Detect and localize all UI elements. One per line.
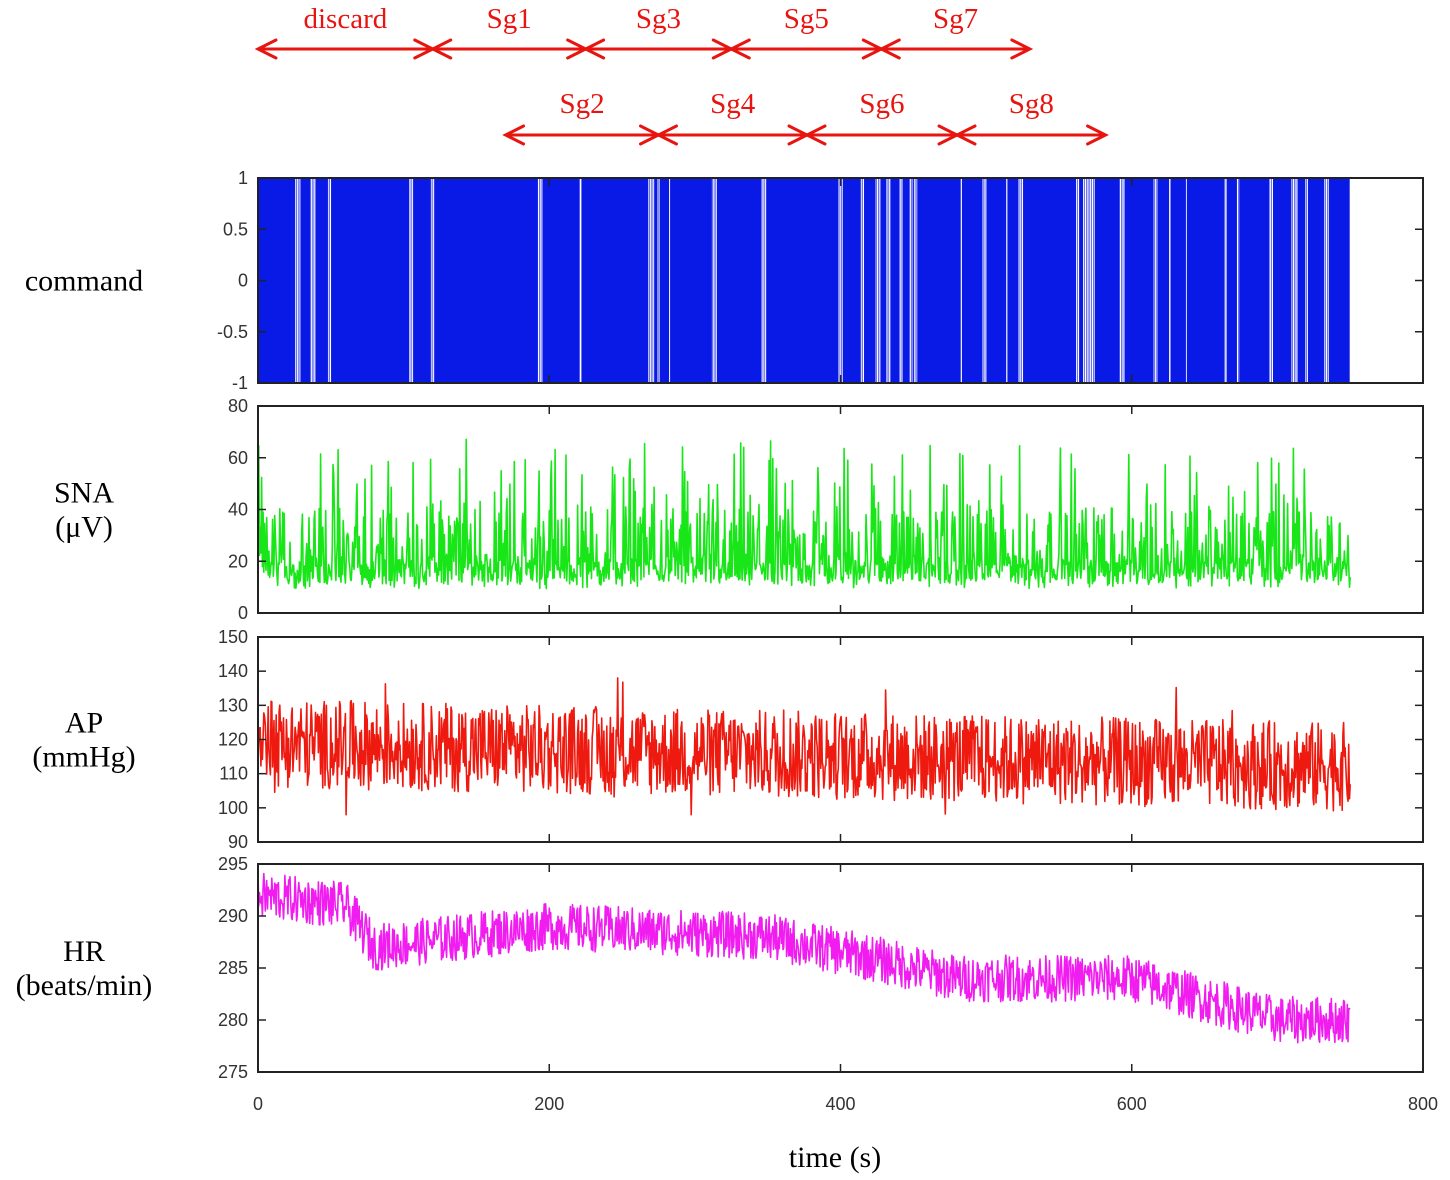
series-SNA xyxy=(257,438,1351,590)
y-tick-label: 275 xyxy=(218,1062,248,1082)
panel-label: (μV) xyxy=(55,511,113,544)
y-tick-label: 280 xyxy=(218,1010,248,1030)
segment-label: Sg1 xyxy=(487,3,532,35)
panels: command 1 0.5 0 -0.5 -1 SNA(μV) 80 60 40 20 0 AP(mmH… xyxy=(16,168,1424,1082)
arrow-head-left xyxy=(582,38,606,60)
segment-Sg4: Sg4 xyxy=(655,88,811,146)
y-tick-label: 110 xyxy=(219,764,248,784)
y-tick-label: 60 xyxy=(228,448,248,468)
y-tick-label: 80 xyxy=(228,396,248,416)
y-tick-label: -1 xyxy=(232,373,248,393)
panel-label: HR xyxy=(63,935,105,968)
arrow-head-left xyxy=(803,124,827,146)
arrow-head-right xyxy=(1010,38,1034,60)
segment-Sg6: Sg6 xyxy=(803,88,961,146)
segment-Sg8: Sg8 xyxy=(953,88,1109,146)
y-tick-label: 0.5 xyxy=(223,219,248,239)
y-tick-label: 100 xyxy=(218,798,248,818)
arrow-head-right xyxy=(1086,124,1109,146)
x-tick-label: 800 xyxy=(1408,1094,1438,1114)
y-tick-label: 0 xyxy=(238,603,248,623)
arrow-head-left xyxy=(655,124,678,146)
segment-Sg7: Sg7 xyxy=(877,3,1034,60)
segment-label: Sg5 xyxy=(784,3,829,35)
y-tick-label: 0 xyxy=(238,271,248,291)
y-tick-label: 120 xyxy=(218,730,248,750)
panel-label: AP xyxy=(65,707,103,740)
y-tick-label: 150 xyxy=(218,627,248,647)
arrow-head-left xyxy=(877,38,901,60)
y-tick-label: 290 xyxy=(218,906,248,926)
x-axis-title: time (s) xyxy=(789,1141,881,1174)
series-AP xyxy=(257,677,1351,816)
y-tick-label: -0.5 xyxy=(217,322,248,342)
panel-frame xyxy=(257,863,1424,1073)
panel-HR: HR(beats/min) 295 290 285 280 275 xyxy=(16,854,1424,1082)
panel-label: SNA xyxy=(54,477,114,510)
segment-arrows: discard Sg1 Sg3 Sg5 Sg7 Sg2 Sg4 Sg6 Sg8 xyxy=(254,3,1109,146)
x-tick-label: 200 xyxy=(534,1094,564,1114)
segment-label: Sg8 xyxy=(1009,88,1054,120)
y-tick-label: 140 xyxy=(218,661,248,681)
segment-Sg3: Sg3 xyxy=(582,3,735,60)
x-tick-label: 600 xyxy=(1117,1094,1147,1114)
x-tick-label: 400 xyxy=(825,1094,855,1114)
y-tick-label: 285 xyxy=(218,958,248,978)
command-signal xyxy=(258,178,1350,383)
series-line-SNA xyxy=(257,438,1351,590)
arrow-head-left xyxy=(727,38,751,60)
series-command xyxy=(257,178,1350,383)
x-tick-label: 0 xyxy=(253,1094,263,1114)
segment-label: Sg6 xyxy=(859,88,904,120)
arrow-head-left xyxy=(429,38,453,60)
panel-label: (mmHg) xyxy=(32,741,135,774)
x-axis: 0 200 400 600 800 xyxy=(253,1094,1438,1114)
segment-Sg1: Sg1 xyxy=(429,3,590,60)
panel-label: (beats/min) xyxy=(16,969,153,1002)
panel-SNA: SNA(μV) 80 60 40 20 0 xyxy=(54,396,1424,623)
series-line-HR xyxy=(257,872,1351,1044)
arrow-head-left xyxy=(953,124,977,146)
series-HR xyxy=(257,872,1351,1044)
segment-label: Sg4 xyxy=(710,88,756,120)
segment-discard: discard xyxy=(254,3,437,60)
y-tick-label: 90 xyxy=(228,832,248,852)
y-tick-label: 20 xyxy=(228,551,248,571)
panel-label: command xyxy=(25,265,143,298)
y-tick-label: 295 xyxy=(218,854,248,874)
series-line-AP xyxy=(257,677,1351,816)
segment-label: discard xyxy=(304,3,388,35)
segment-Sg2: Sg2 xyxy=(502,88,662,146)
y-tick-label: 1 xyxy=(238,168,248,188)
segment-label: Sg7 xyxy=(933,3,978,35)
y-tick-label: 130 xyxy=(218,695,248,715)
segment-label: Sg2 xyxy=(559,88,604,120)
panel-command: command 1 0.5 0 -0.5 -1 xyxy=(25,168,1424,393)
segment-label: Sg3 xyxy=(636,3,681,35)
segment-Sg5: Sg5 xyxy=(727,3,885,60)
y-tick-label: 40 xyxy=(228,500,248,520)
arrow-head-left xyxy=(254,38,278,60)
panel-AP: AP(mmHg) 150 140 130 120 110 100 90 xyxy=(32,627,1424,852)
arrow-head-left xyxy=(502,124,526,146)
